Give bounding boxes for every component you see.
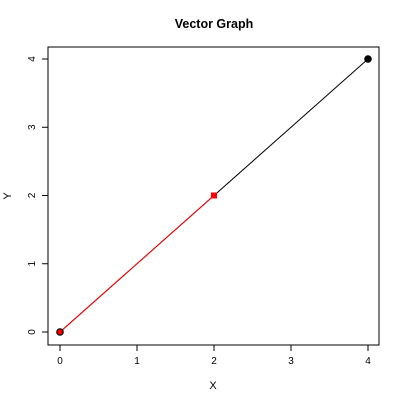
chart-title: Vector Graph bbox=[175, 17, 254, 31]
y-axis: 0 1 2 3 4 bbox=[27, 56, 49, 335]
x-tick-label: 1 bbox=[134, 356, 140, 367]
x-axis: 0 1 2 3 4 bbox=[57, 344, 371, 367]
x-tick-label: 2 bbox=[211, 356, 217, 367]
y-tick-label: 1 bbox=[27, 261, 38, 267]
data-point-circle bbox=[364, 55, 372, 63]
series-line-1 bbox=[59, 195, 215, 333]
data-point-circle bbox=[56, 328, 64, 336]
x-tick-label: 3 bbox=[288, 356, 294, 367]
y-axis-label: Y bbox=[2, 192, 14, 200]
points-layer bbox=[56, 55, 372, 336]
x-tick-label: 0 bbox=[57, 356, 63, 367]
data-point-square bbox=[211, 192, 217, 199]
y-tick-label: 4 bbox=[27, 56, 38, 62]
y-tick-label: 3 bbox=[27, 124, 38, 130]
y-tick-label: 0 bbox=[27, 329, 38, 335]
y-tick-label: 2 bbox=[27, 192, 38, 198]
x-axis-label: X bbox=[209, 380, 217, 392]
x-tick-label: 4 bbox=[365, 356, 371, 367]
